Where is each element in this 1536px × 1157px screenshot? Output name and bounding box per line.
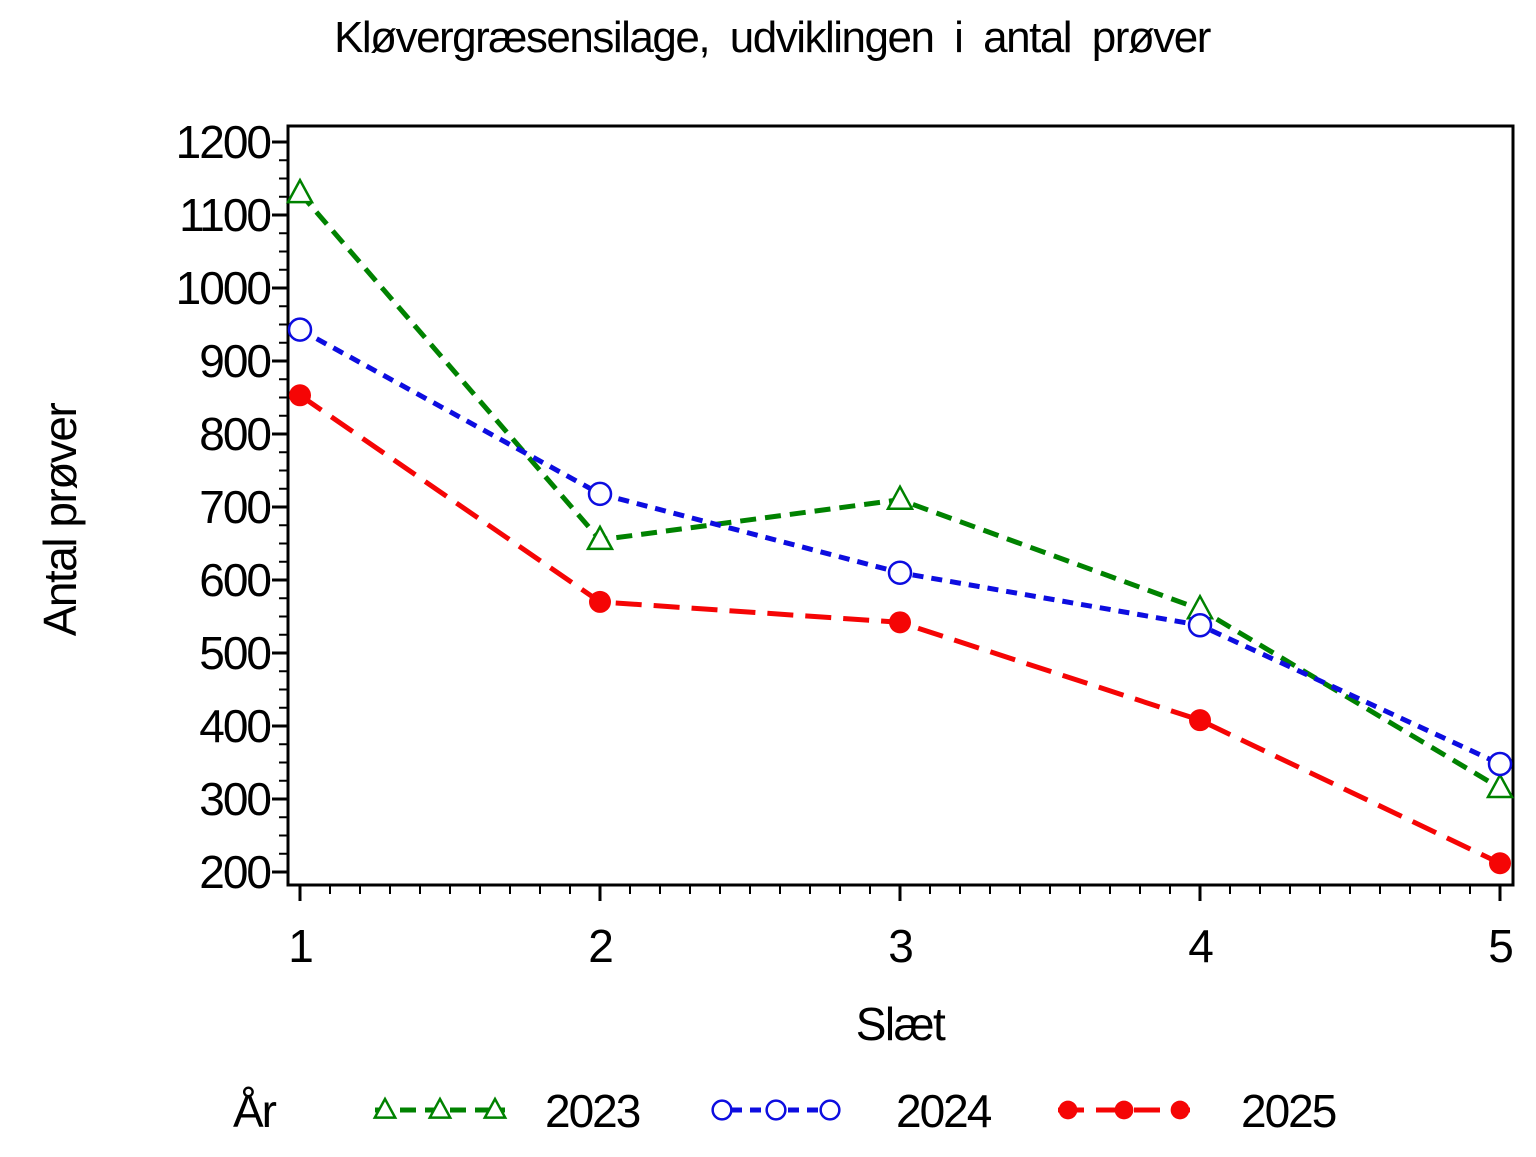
series-line-2024: [298, 327, 1502, 767]
y-tick-label: 600: [199, 554, 270, 606]
legend-entry-2023: 2023: [372, 1085, 642, 1137]
y-tick-label: 1200: [176, 116, 271, 168]
y-tick-label: 300: [199, 773, 270, 825]
dot-marker: [1189, 709, 1211, 732]
y-tick-label: 400: [199, 700, 270, 752]
x-tick-label: 5: [1488, 920, 1512, 972]
y-tick-label: 700: [199, 481, 270, 533]
triangle-marker: [427, 1096, 453, 1119]
legend-title: År: [233, 1085, 277, 1137]
legend-entry-2024: 2024: [711, 1085, 994, 1137]
chart-title: Kløvergræsensilage, udviklingen i antal …: [334, 13, 1211, 62]
triangle-marker: [1485, 772, 1515, 799]
plot-area: 200 300 400 500 600 700 800 900 1000 1100 1200 1 2 3 4…: [176, 116, 1515, 972]
triangle-marker: [285, 177, 315, 204]
y-tick-label: 500: [199, 627, 270, 679]
legend-entry-2025: 2025: [1058, 1085, 1338, 1137]
legend-entry-label: 2025: [1241, 1085, 1336, 1137]
y-tick-label: 1000: [176, 262, 271, 314]
x-axis-label: Slæt: [856, 998, 946, 1050]
circle-marker: [765, 1099, 787, 1121]
circle-marker: [1187, 613, 1213, 638]
dot-marker: [1058, 1100, 1078, 1120]
dot-marker: [1489, 852, 1511, 875]
circle-marker: [1487, 751, 1513, 777]
circle-marker: [287, 317, 313, 342]
triangle-marker: [372, 1096, 398, 1119]
legend: År 2023 2024 2025: [233, 1085, 1338, 1137]
dot-marker: [1114, 1100, 1134, 1120]
y-axis-label: Antal prøver: [34, 403, 86, 637]
legend-entry-label: 2023: [545, 1085, 640, 1137]
circle-marker: [587, 481, 613, 507]
dot-marker: [1170, 1100, 1190, 1120]
x-tick-label: 3: [888, 920, 912, 972]
triangle-marker: [585, 524, 615, 551]
circle-marker: [887, 560, 913, 585]
triangle-marker: [885, 484, 915, 510]
y-tick-label: 1100: [179, 189, 270, 241]
triangle-marker: [482, 1096, 508, 1119]
y-tick-label: 900: [199, 335, 270, 387]
circle-marker: [819, 1099, 841, 1121]
circle-marker: [711, 1099, 733, 1121]
y-tick-label: 800: [199, 408, 270, 460]
y-tick-label: 200: [199, 846, 270, 898]
dot-marker: [889, 611, 911, 634]
x-tick-label: 4: [1188, 920, 1213, 972]
dot-marker: [289, 384, 311, 407]
x-tick-label: 2: [588, 920, 612, 972]
legend-entry-label: 2024: [896, 1085, 992, 1137]
x-tick-label: 1: [288, 920, 312, 972]
dot-marker: [589, 590, 611, 613]
